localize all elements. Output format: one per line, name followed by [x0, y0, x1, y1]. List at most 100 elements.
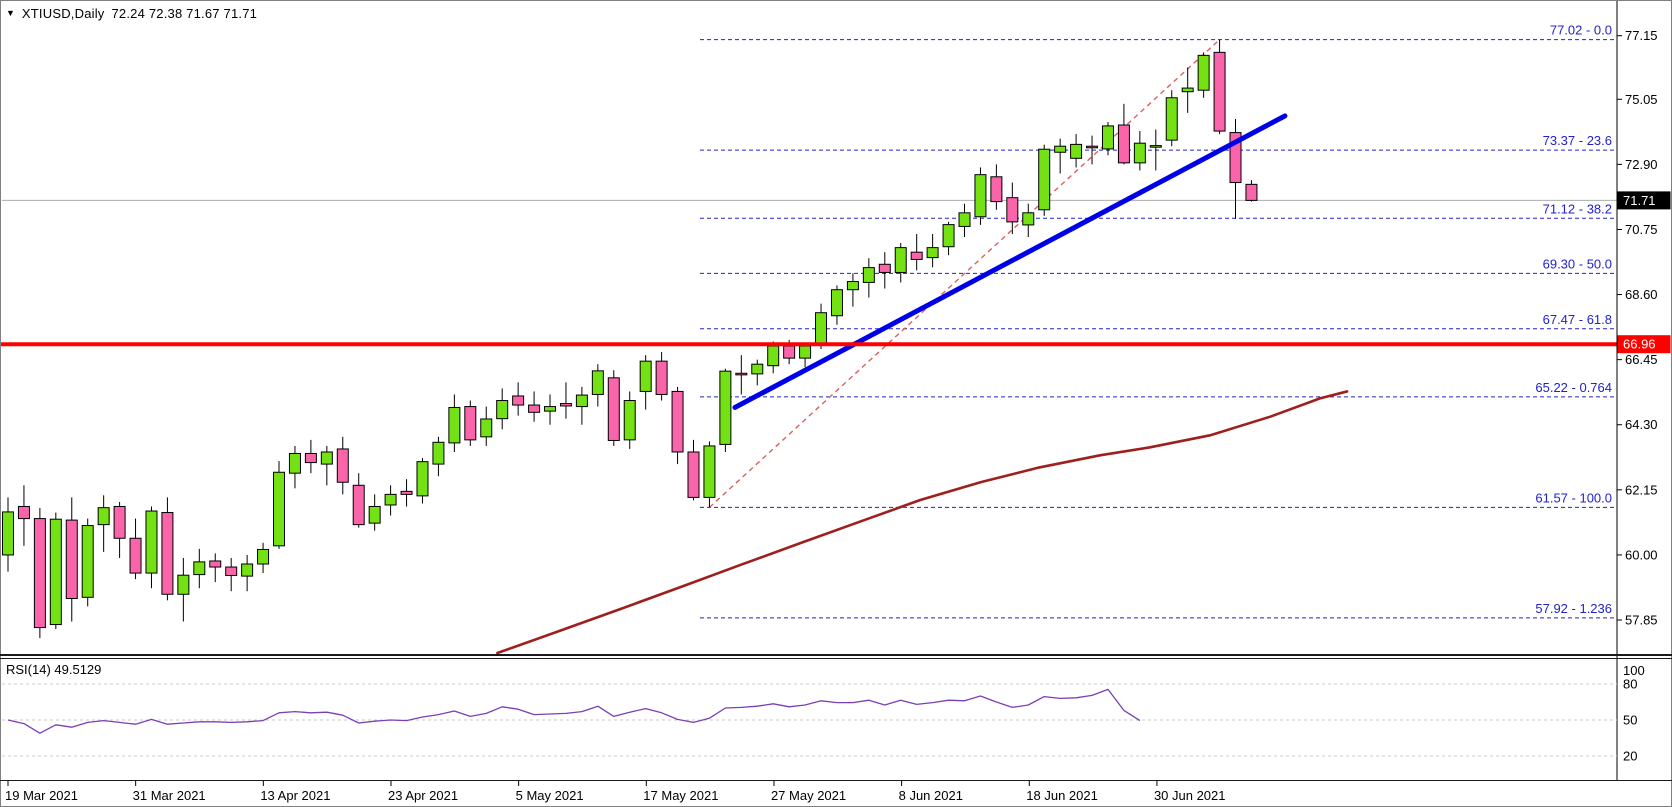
candle: [559, 382, 572, 419]
candle: [1054, 138, 1067, 174]
candle-body: [799, 345, 812, 359]
price-axis-label: 70.75: [1625, 222, 1658, 237]
fib-level-label: 73.37 - 23.6: [1543, 133, 1612, 148]
fib-level-label: 71.12 - 38.2: [1543, 201, 1612, 216]
candle: [97, 495, 110, 552]
price-axis-label: 68.60: [1625, 287, 1658, 302]
candle: [257, 542, 270, 574]
candle: [1245, 180, 1258, 202]
candle-body: [416, 461, 429, 497]
candle: [241, 554, 254, 592]
candle-body: [1101, 125, 1114, 150]
candle-body: [942, 224, 955, 248]
candle: [1165, 90, 1178, 147]
candles-layer: [2, 39, 1258, 639]
rsi-indicator-label: RSI(14) 49.5129: [6, 662, 102, 677]
rsi-axis-label: 50: [1623, 713, 1637, 728]
date-label: 27 May 2021: [771, 788, 846, 803]
date-label: 13 Apr 2021: [260, 788, 330, 803]
candle: [17, 485, 30, 546]
candle: [400, 479, 413, 507]
candle-body: [17, 505, 30, 520]
candle-body: [81, 525, 94, 598]
candle-body: [400, 490, 413, 495]
candle-body: [862, 267, 875, 283]
candle: [655, 352, 668, 401]
candle-body: [432, 441, 445, 465]
candle-body: [655, 360, 668, 395]
candle-body: [49, 518, 62, 626]
date-label: 31 Mar 2021: [133, 788, 206, 803]
candle-body: [528, 404, 541, 413]
candle: [687, 439, 700, 501]
fib-ray-line[interactable]: [708, 39, 1221, 508]
blue-trendline[interactable]: [732, 113, 1288, 410]
candle: [129, 518, 142, 580]
candle-body: [129, 537, 142, 574]
chevron-down-icon[interactable]: ▼: [6, 8, 15, 18]
candle: [1229, 118, 1242, 219]
candle-body: [703, 445, 716, 498]
candle: [384, 485, 397, 516]
candle-body: [926, 247, 939, 259]
candle-body: [1133, 142, 1146, 164]
overlay-lines-layer[interactable]: [0, 113, 1617, 410]
candle: [1133, 131, 1146, 171]
candle-body: [910, 251, 923, 260]
candle: [1149, 129, 1162, 171]
candle: [639, 355, 652, 410]
candle-body: [480, 418, 493, 438]
price-axis[interactable]: 77.15 75.05 72.90 70.75 68.60 66.45 64.30 62.15…: [1616, 0, 1671, 781]
candle: [544, 394, 557, 425]
candle-body: [257, 548, 270, 565]
fib-lines-layer[interactable]: 77.02 - 0.0 73.37 - 23.6 71.12 - 38.2 69.30…: [700, 23, 1617, 619]
candle: [846, 273, 859, 307]
candle-body: [273, 471, 286, 547]
rsi-axis-label: 20: [1623, 749, 1637, 764]
candle-body: [241, 563, 254, 577]
candle: [416, 458, 429, 504]
hline-price-chip-bg: [1617, 335, 1671, 354]
rsi-axis-label: 80: [1623, 677, 1637, 692]
candle-body: [161, 512, 174, 595]
candle-body: [544, 406, 557, 412]
candle-body: [512, 395, 525, 406]
price-axis-label: 66.45: [1625, 352, 1658, 367]
price-axis-label: 57.85: [1625, 613, 1658, 628]
candle: [1070, 134, 1083, 168]
candle-body: [767, 345, 780, 367]
candle: [464, 400, 477, 446]
candle-body: [97, 507, 110, 526]
date-label: 18 Jun 2021: [1026, 788, 1098, 803]
candle: [304, 439, 317, 474]
candle-body: [815, 312, 828, 344]
candle-body: [1197, 54, 1210, 91]
candle: [1101, 121, 1114, 156]
date-label: 8 Jun 2021: [899, 788, 963, 803]
candle-body: [2, 511, 14, 556]
candle-body: [878, 263, 891, 273]
candle: [990, 164, 1003, 210]
candle: [432, 436, 445, 477]
date-label: 30 Jun 2021: [1154, 788, 1226, 803]
candle-body: [1117, 124, 1130, 164]
rsi-line[interactable]: [7, 688, 1141, 734]
moving-average-line[interactable]: [496, 390, 1349, 655]
candle-body: [464, 406, 477, 441]
candle-body: [1213, 51, 1226, 132]
current-price-chip: 71.71: [1617, 191, 1671, 210]
candle-body: [1054, 145, 1067, 153]
hline-price-chip: 66.96: [1617, 335, 1671, 354]
candle-body: [336, 448, 349, 483]
candle: [528, 391, 541, 422]
candle: [719, 368, 732, 452]
candle: [193, 548, 206, 589]
candle-body: [623, 400, 636, 441]
candle-body: [1149, 145, 1162, 148]
candle: [33, 507, 46, 639]
candle: [862, 258, 875, 298]
time-axis[interactable]: 19 Mar 2021 31 Mar 2021 13 Apr 2021 23 Apr …: [5, 781, 1226, 803]
